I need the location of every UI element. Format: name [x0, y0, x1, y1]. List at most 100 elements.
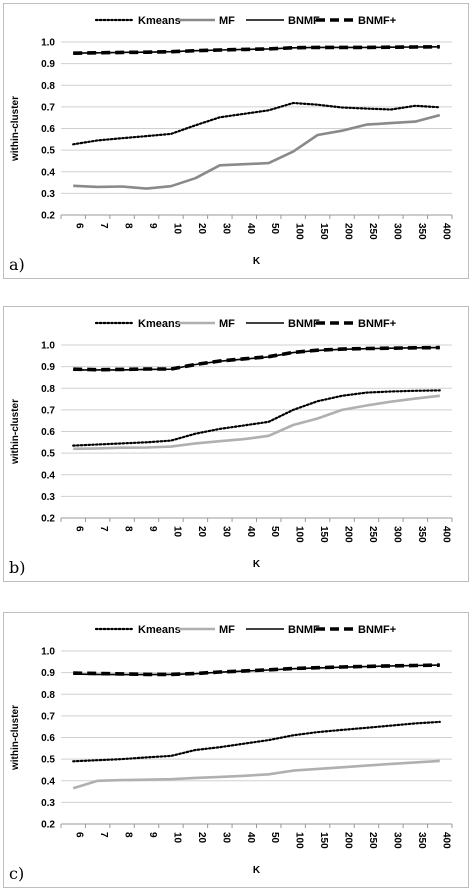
y-tick-label: 0.2 — [41, 820, 55, 831]
legend-label: BNMF — [288, 15, 320, 27]
x-tick-label: 300 — [391, 526, 402, 543]
series-line-bnmf-plus — [73, 663, 440, 677]
legend-label: BNMF+ — [358, 15, 396, 27]
x-tick-label: 50 — [269, 223, 280, 235]
legend-label: BNMF+ — [358, 624, 396, 636]
y-tick-label: 0.2 — [41, 514, 55, 525]
x-tick-label: 200 — [343, 223, 354, 240]
x-tick-label: 40 — [245, 526, 256, 538]
x-tick-label: 9 — [147, 526, 158, 532]
legend-label: Kmeans — [138, 624, 181, 636]
y-tick-label: 0.7 — [41, 102, 55, 113]
y-tick-label: 0.5 — [41, 755, 55, 766]
x-tick-label: 250 — [367, 223, 378, 240]
x-tick-label: 10 — [171, 526, 182, 538]
y-tick-label: 0.3 — [41, 189, 55, 200]
y-tick-label: 0.2 — [41, 211, 55, 222]
y-tick-label: 0.5 — [41, 449, 55, 460]
y-axis-title: within-cluster — [10, 705, 21, 771]
chart-svg-c: 0.2 0.3 0.4 0.5 0.6 0.7 0.8 0.9 1.0 6 7 8 9 10 20 30 40 5… — [10, 624, 453, 876]
series-line-kmeans — [72, 389, 441, 447]
y-tick-label: 0.9 — [41, 59, 55, 70]
legend-label: BNMF — [288, 624, 320, 636]
x-tick-label: 100 — [294, 526, 305, 543]
x-axis-title: K — [253, 559, 261, 570]
x-tick-label: 250 — [367, 526, 378, 543]
chart-panel-c: 0.2 0.3 0.4 0.5 0.6 0.7 0.8 0.9 1.0 6 7 8 9 10 20 30 40 5… — [3, 612, 469, 888]
chart-panel-b: 0.2 0.3 0.4 0.5 0.6 0.7 0.8 0.9 1.0 6 7 8 9 10 20 30 40 5… — [3, 306, 469, 582]
x-tick-label: 40 — [245, 223, 256, 235]
x-tick-label: 400 — [440, 526, 451, 543]
series-line-mf — [73, 113, 441, 190]
series-line-kmeans — [72, 720, 441, 763]
y-tick-label: 0.6 — [41, 733, 55, 744]
x-tick-label: 6 — [74, 832, 85, 838]
y-tick-label: 0.3 — [41, 798, 55, 809]
legend-label: Kmeans — [138, 15, 181, 27]
legend-label: BNMF+ — [358, 318, 396, 330]
legend-label: MF — [219, 318, 235, 330]
x-tick-label: 10 — [171, 223, 182, 235]
y-tick-label: 0.6 — [41, 427, 55, 438]
x-tick-label: 350 — [416, 223, 427, 240]
x-axis-title: K — [253, 865, 261, 876]
y-axis-title: within-cluster — [10, 96, 21, 162]
x-tick-label: 100 — [294, 223, 305, 240]
x-tick-label: 30 — [220, 526, 231, 538]
y-tick-label: 0.8 — [41, 690, 55, 701]
y-tick-label: 0.7 — [41, 711, 55, 722]
series-line-bnmf-plus — [73, 45, 440, 55]
x-tick-label: 20 — [196, 832, 207, 844]
y-tick-label: 1.0 — [41, 38, 55, 49]
series-line-kmeans — [72, 101, 441, 146]
series-line-bnmf-plus — [73, 345, 440, 372]
x-tick-label: 40 — [245, 832, 256, 844]
x-tick-label: 8 — [123, 832, 134, 838]
x-tick-label: 30 — [220, 832, 231, 844]
x-tick-label: 150 — [318, 832, 329, 849]
panel-label-b: b) — [9, 558, 26, 577]
y-tick-label: 1.0 — [41, 647, 55, 658]
y-tick-label: 0.4 — [41, 167, 55, 178]
x-tick-label: 6 — [74, 223, 85, 229]
x-tick-label: 150 — [318, 526, 329, 543]
x-tick-label: 150 — [318, 223, 329, 240]
y-tick-label: 0.5 — [41, 146, 55, 157]
x-tick-label: 350 — [416, 526, 427, 543]
x-tick-label: 9 — [147, 223, 158, 229]
x-tick-label: 8 — [123, 526, 134, 532]
x-tick-label: 7 — [98, 832, 109, 838]
x-tick-label: 50 — [269, 832, 280, 844]
legend-label: BNMF — [288, 318, 320, 330]
x-tick-label: 200 — [343, 832, 354, 849]
x-tick-label: 7 — [98, 223, 109, 229]
chart-svg-b: 0.2 0.3 0.4 0.5 0.6 0.7 0.8 0.9 1.0 6 7 8 9 10 20 30 40 5… — [10, 318, 453, 570]
y-tick-label: 0.8 — [41, 81, 55, 92]
x-tick-label: 400 — [440, 223, 451, 240]
panel-label-a: a) — [9, 255, 25, 274]
x-tick-label: 100 — [294, 832, 305, 849]
legend-label: MF — [219, 624, 235, 636]
chart-svg-a: 0.2 0.3 0.4 0.5 0.6 0.7 0.8 0.9 1.0 6 7 8 9 10 20 30 40 5… — [10, 15, 453, 267]
x-tick-label: 6 — [74, 526, 85, 532]
x-tick-label: 7 — [98, 526, 109, 532]
x-tick-label: 20 — [196, 526, 207, 538]
y-tick-label: 0.9 — [41, 668, 55, 679]
legend-label: MF — [219, 15, 235, 27]
panel-label-c: c) — [9, 864, 25, 883]
y-axis-title: within-cluster — [10, 399, 21, 465]
legend-label: Kmeans — [138, 318, 181, 330]
y-tick-label: 0.7 — [41, 405, 55, 416]
x-tick-label: 250 — [367, 832, 378, 849]
y-tick-label: 0.8 — [41, 384, 55, 395]
x-tick-label: 200 — [343, 526, 354, 543]
x-tick-label: 30 — [220, 223, 231, 235]
x-tick-label: 10 — [171, 832, 182, 844]
x-tick-label: 300 — [391, 832, 402, 849]
x-tick-label: 8 — [123, 223, 134, 229]
chart-panel-a: 0.2 0.3 0.4 0.5 0.6 0.7 0.8 0.9 1.0 6 7 8 9 10 20 30 40 5… — [3, 3, 469, 279]
y-tick-label: 0.4 — [41, 470, 55, 481]
y-tick-label: 0.4 — [41, 776, 55, 787]
x-tick-label: 300 — [391, 223, 402, 240]
y-tick-label: 0.3 — [41, 492, 55, 503]
